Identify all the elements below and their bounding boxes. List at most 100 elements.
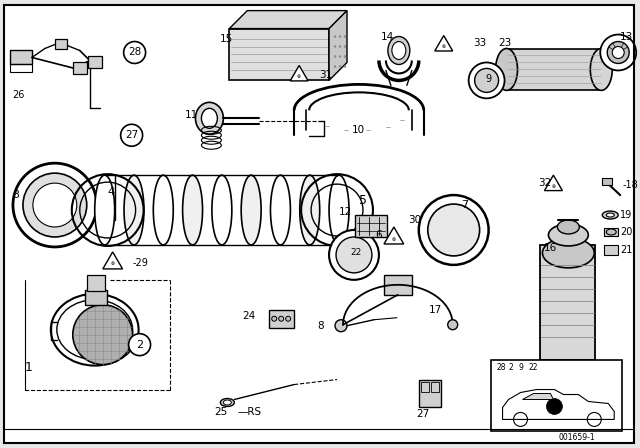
Ellipse shape [606, 229, 616, 235]
Text: 20: 20 [620, 227, 632, 237]
Text: -29: -29 [132, 258, 148, 268]
Ellipse shape [392, 42, 406, 60]
Circle shape [73, 305, 132, 365]
Text: 31: 31 [319, 70, 332, 81]
Circle shape [129, 334, 150, 356]
Bar [506, 48, 601, 90]
Text: 33: 33 [474, 38, 487, 47]
Text: 13: 13 [620, 31, 634, 42]
Circle shape [344, 46, 346, 47]
Text: -18: -18 [622, 180, 638, 190]
Ellipse shape [548, 224, 588, 246]
Text: ⊗: ⊗ [297, 74, 301, 79]
Ellipse shape [300, 175, 320, 245]
Bar [491, 360, 622, 431]
Circle shape [334, 65, 336, 68]
Ellipse shape [124, 175, 144, 245]
Ellipse shape [388, 37, 410, 65]
Circle shape [334, 46, 336, 47]
Circle shape [285, 316, 291, 321]
Bar [419, 379, 441, 408]
Text: 30: 30 [408, 215, 421, 225]
Circle shape [329, 230, 379, 280]
Polygon shape [545, 175, 563, 190]
Ellipse shape [182, 175, 202, 245]
Bar [540, 245, 595, 360]
Circle shape [33, 183, 77, 227]
Text: ⊗: ⊗ [111, 262, 115, 267]
Ellipse shape [329, 175, 349, 245]
Ellipse shape [57, 300, 132, 360]
Text: 27: 27 [416, 409, 429, 419]
Polygon shape [384, 227, 404, 244]
Text: 9: 9 [486, 74, 492, 84]
Circle shape [334, 35, 336, 38]
Polygon shape [435, 35, 452, 51]
Polygon shape [290, 65, 308, 81]
Bar [602, 178, 612, 185]
Circle shape [448, 320, 458, 330]
Text: 14: 14 [381, 31, 394, 42]
Circle shape [334, 56, 336, 57]
Bar [229, 29, 329, 80]
Text: 001659-1: 001659-1 [558, 433, 595, 442]
Text: 21: 21 [620, 245, 632, 255]
Circle shape [339, 46, 341, 47]
Circle shape [336, 237, 372, 273]
Circle shape [475, 69, 499, 92]
Text: 32: 32 [538, 178, 552, 188]
Circle shape [339, 56, 341, 57]
Text: 16: 16 [543, 243, 557, 253]
Ellipse shape [590, 48, 612, 90]
Circle shape [612, 47, 624, 59]
Text: ⊗: ⊗ [392, 237, 396, 241]
Bar [88, 56, 102, 69]
Text: ⊗: ⊗ [442, 44, 446, 49]
Circle shape [600, 34, 636, 70]
Text: 5: 5 [359, 194, 367, 207]
Ellipse shape [51, 294, 139, 366]
Text: 22: 22 [350, 249, 362, 258]
Bar [384, 275, 412, 295]
Bar [604, 245, 618, 255]
Ellipse shape [606, 213, 614, 217]
Text: ⊗: ⊗ [551, 184, 556, 189]
Polygon shape [229, 11, 347, 29]
Text: 28: 28 [128, 47, 141, 57]
Polygon shape [522, 393, 554, 400]
Text: 3: 3 [12, 190, 19, 200]
Bar [355, 215, 387, 237]
Circle shape [419, 195, 488, 265]
Circle shape [124, 42, 145, 64]
Bar [55, 39, 67, 48]
Circle shape [335, 320, 347, 332]
Ellipse shape [220, 399, 234, 406]
Ellipse shape [95, 175, 115, 245]
Text: 15: 15 [220, 34, 232, 43]
Circle shape [513, 413, 527, 426]
Ellipse shape [557, 220, 579, 234]
Ellipse shape [202, 108, 218, 128]
Ellipse shape [241, 175, 261, 245]
Circle shape [13, 163, 97, 247]
Text: 6: 6 [375, 230, 381, 240]
Circle shape [547, 399, 563, 414]
Bar [431, 382, 439, 392]
Text: 19: 19 [620, 210, 632, 220]
Bar [73, 62, 87, 74]
Text: 8: 8 [317, 321, 324, 331]
Text: 2: 2 [136, 340, 143, 349]
Polygon shape [329, 11, 347, 80]
Bar [604, 228, 618, 236]
Bar [420, 382, 429, 392]
Ellipse shape [271, 175, 291, 245]
Text: 4: 4 [108, 187, 115, 197]
Text: 2: 2 [509, 363, 513, 372]
Circle shape [23, 173, 87, 237]
Ellipse shape [495, 48, 518, 90]
Text: 27: 27 [125, 130, 138, 140]
Ellipse shape [154, 175, 173, 245]
Ellipse shape [195, 102, 223, 134]
Bar [269, 310, 294, 327]
Ellipse shape [543, 238, 595, 268]
